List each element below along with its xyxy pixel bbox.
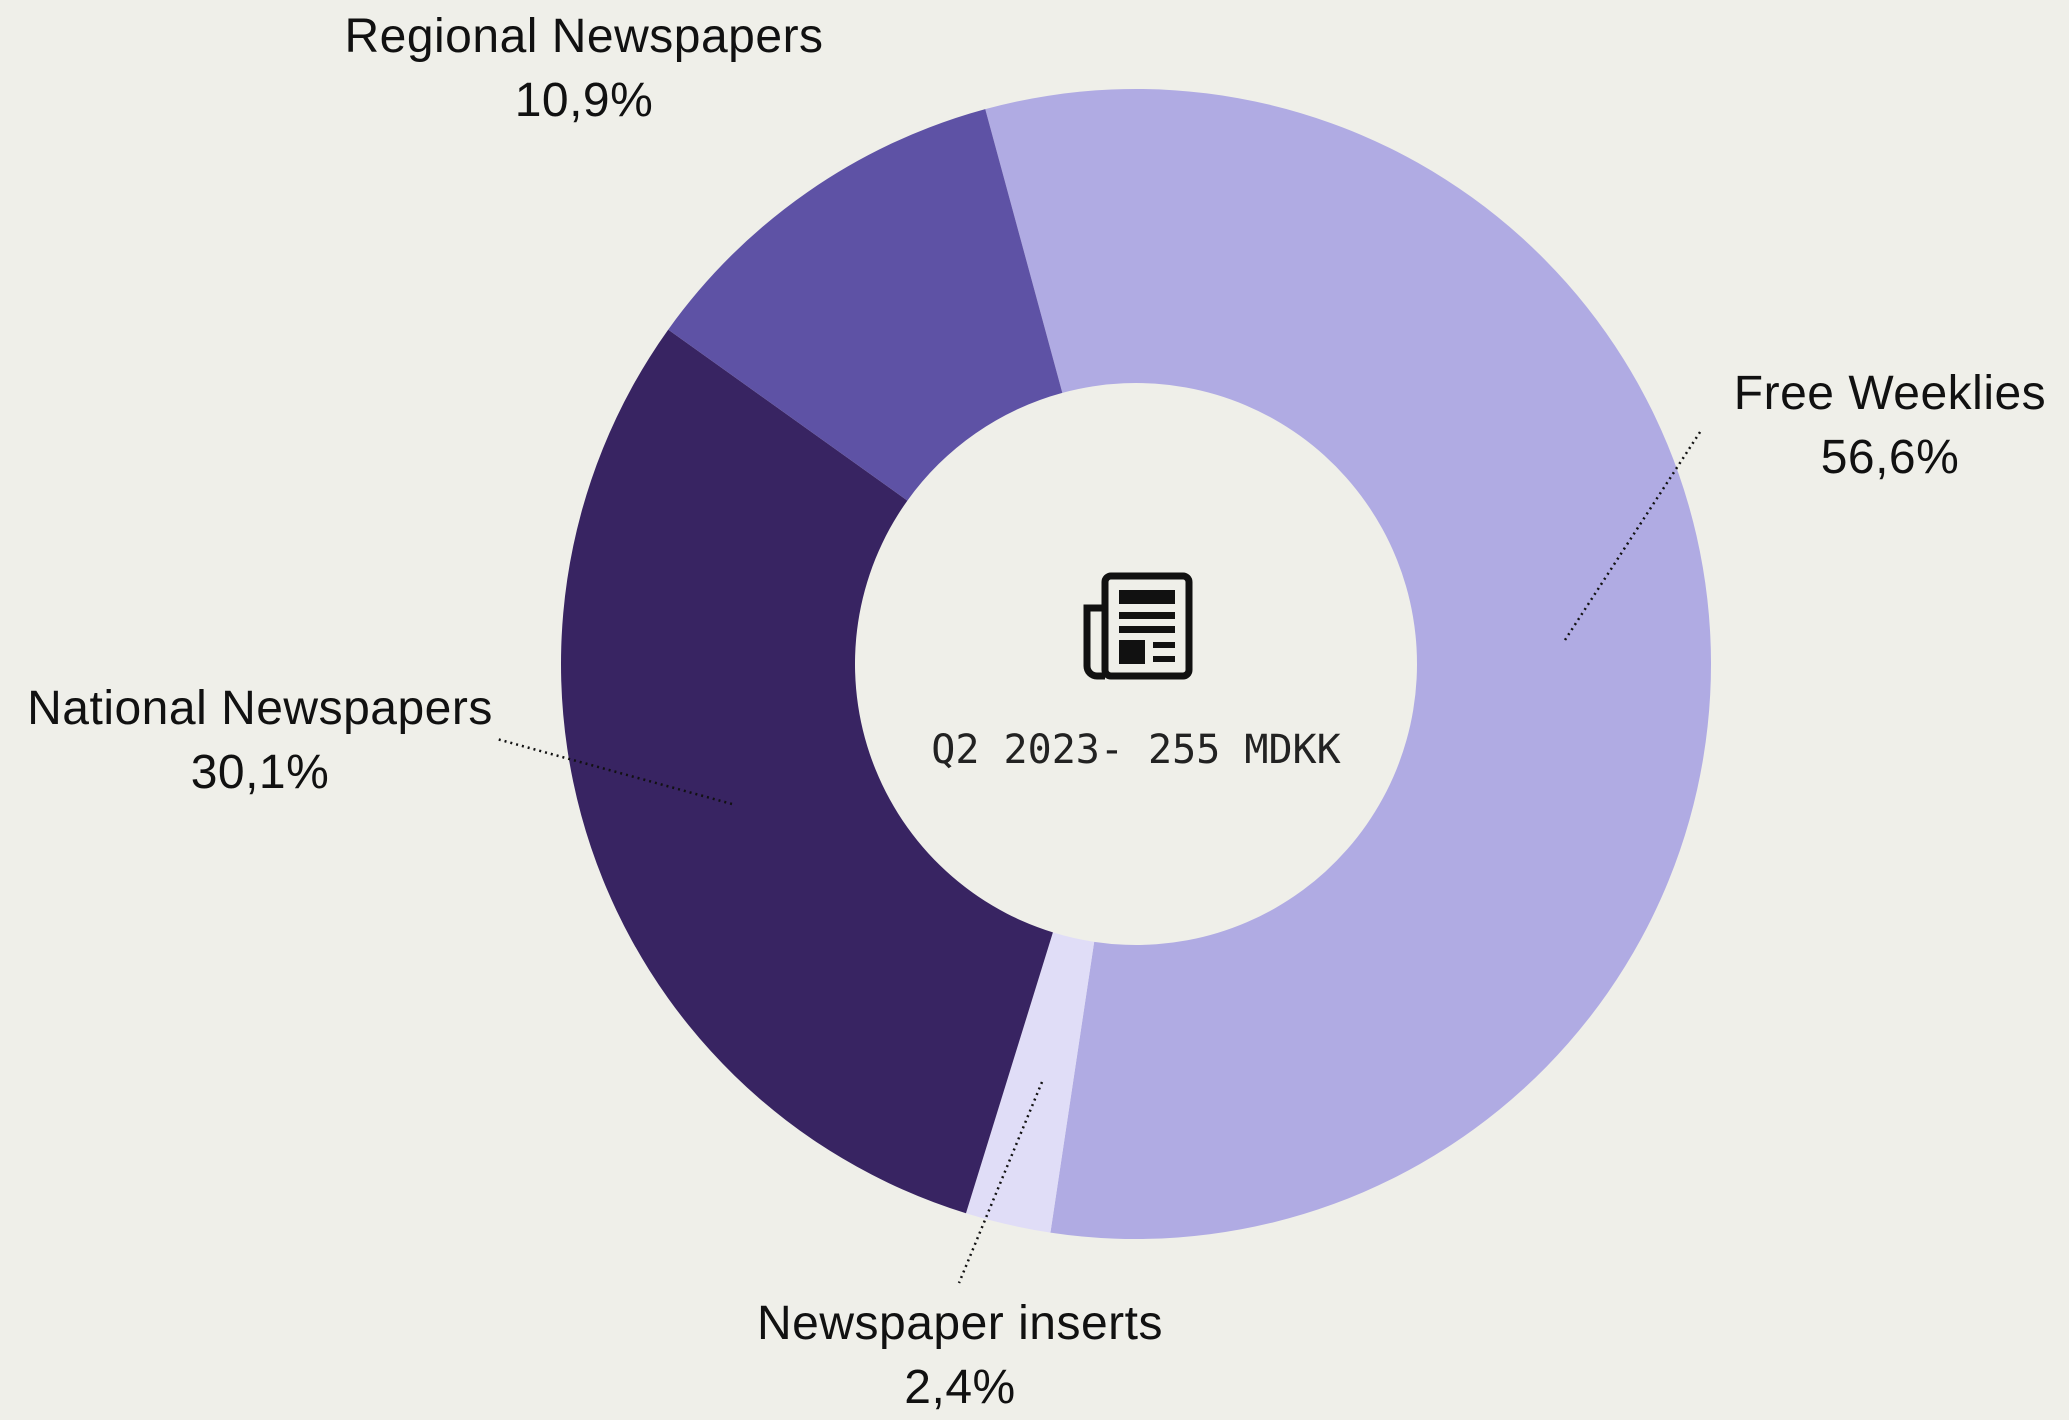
leaders xyxy=(496,428,1704,1284)
center-label: Q2 2023- 255 MDKK xyxy=(931,727,1340,773)
value-label: 10,9% xyxy=(514,74,654,127)
slice-label: National Newspapers 30,1% xyxy=(20,677,500,805)
newspaper-icon xyxy=(1083,572,1193,680)
slice xyxy=(668,109,1063,501)
value-label: 56,6% xyxy=(1820,431,1960,484)
slice xyxy=(561,329,1053,1214)
slice xyxy=(965,932,1095,1233)
category-label: Regional Newspapers xyxy=(344,10,824,63)
value-label: 2,4% xyxy=(904,1361,1016,1414)
slice xyxy=(985,89,1711,1239)
leader-line xyxy=(496,737,733,806)
slices xyxy=(561,89,1711,1239)
slice-label: Newspaper inserts 2,4% xyxy=(700,1292,1220,1420)
category-label: Newspaper inserts xyxy=(757,1297,1163,1350)
leader-line xyxy=(957,1081,1044,1284)
category-label: National Newspapers xyxy=(27,682,493,735)
category-label: Free Weeklies xyxy=(1733,367,2047,420)
slice-label: Free Weeklies 56,6% xyxy=(1700,362,2069,490)
slice-label: Regional Newspapers 10,9% xyxy=(344,5,824,133)
value-label: 30,1% xyxy=(190,746,330,799)
